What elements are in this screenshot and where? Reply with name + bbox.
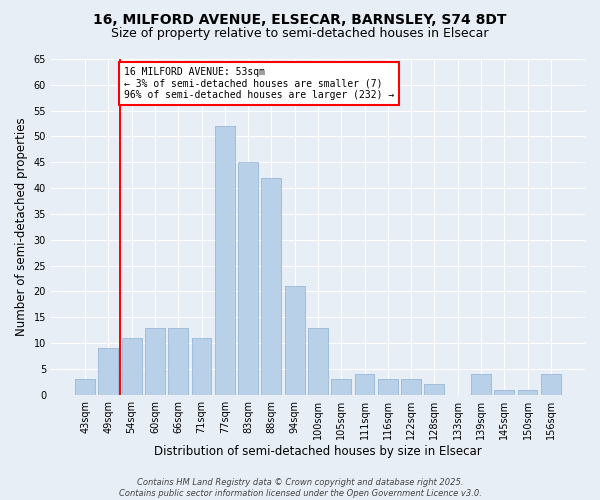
Bar — [122, 338, 142, 394]
Bar — [541, 374, 561, 394]
Bar — [75, 379, 95, 394]
Bar — [518, 390, 538, 394]
Bar — [494, 390, 514, 394]
Bar — [378, 379, 398, 394]
Bar — [98, 348, 118, 395]
Text: Contains HM Land Registry data © Crown copyright and database right 2025.
Contai: Contains HM Land Registry data © Crown c… — [119, 478, 481, 498]
Bar — [191, 338, 211, 394]
Text: 16, MILFORD AVENUE, ELSECAR, BARNSLEY, S74 8DT: 16, MILFORD AVENUE, ELSECAR, BARNSLEY, S… — [93, 12, 507, 26]
Bar — [238, 162, 258, 394]
Bar — [308, 328, 328, 394]
Bar — [285, 286, 305, 395]
Bar — [541, 374, 561, 394]
Y-axis label: Number of semi-detached properties: Number of semi-detached properties — [15, 118, 28, 336]
Bar — [308, 328, 328, 394]
Bar — [75, 379, 95, 394]
Bar — [169, 328, 188, 394]
Bar — [169, 328, 188, 394]
Bar — [378, 379, 398, 394]
Bar — [262, 178, 281, 394]
Bar — [331, 379, 351, 394]
X-axis label: Distribution of semi-detached houses by size in Elsecar: Distribution of semi-detached houses by … — [154, 444, 482, 458]
Bar — [238, 162, 258, 394]
Bar — [145, 328, 165, 394]
Text: 16 MILFORD AVENUE: 53sqm
← 3% of semi-detached houses are smaller (7)
96% of sem: 16 MILFORD AVENUE: 53sqm ← 3% of semi-de… — [124, 66, 394, 100]
Text: Size of property relative to semi-detached houses in Elsecar: Size of property relative to semi-detach… — [111, 28, 489, 40]
Bar — [262, 178, 281, 394]
Bar — [424, 384, 444, 394]
Bar — [122, 338, 142, 394]
Bar — [98, 348, 118, 395]
Bar — [331, 379, 351, 394]
Bar — [355, 374, 374, 394]
Bar — [285, 286, 305, 395]
Bar — [471, 374, 491, 394]
Bar — [401, 379, 421, 394]
Bar — [215, 126, 235, 394]
Bar — [494, 390, 514, 394]
Bar — [518, 390, 538, 394]
Bar — [424, 384, 444, 394]
Bar — [145, 328, 165, 394]
Bar — [355, 374, 374, 394]
Bar — [191, 338, 211, 394]
Bar — [401, 379, 421, 394]
Bar — [471, 374, 491, 394]
Bar — [215, 126, 235, 394]
